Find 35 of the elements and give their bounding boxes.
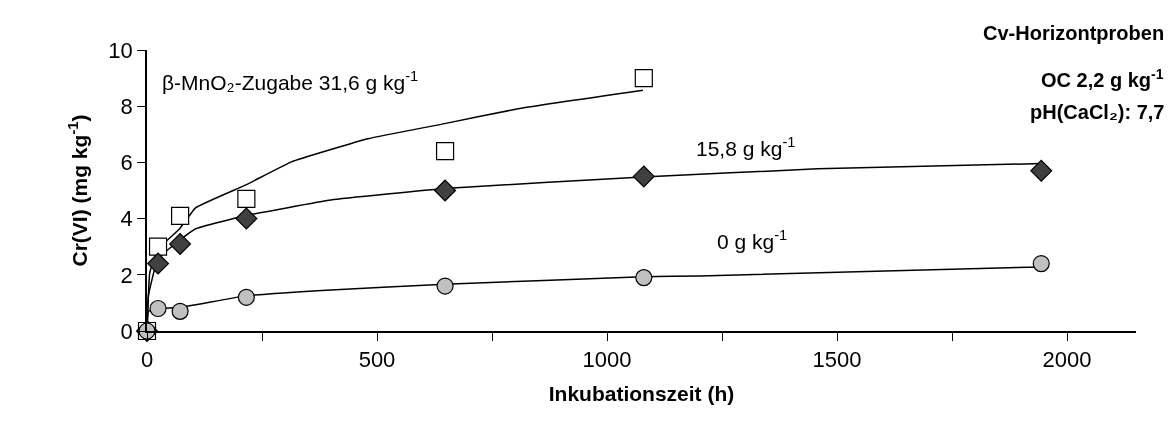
annotation: OC 2,2 g kg$^{-1}$ [1041,66,1164,92]
y-tick-label: 6 [120,150,133,176]
point [235,207,258,230]
x-tick-label: 0 [140,347,154,373]
annotation: β-MnO₂-Zugabe 31,6 g kg$^{-1}$ [162,68,419,94]
y-tick-label: 0 [120,318,133,344]
y-tick-label: 10 [108,37,133,63]
point [237,288,255,306]
point [632,165,655,188]
point [171,206,190,225]
y-tick-label: 8 [120,93,133,119]
point [148,237,168,256]
point [171,302,189,320]
y-tick-label: 4 [120,206,133,232]
x-tick-label: 2000 [1042,347,1092,373]
point [434,179,457,202]
point [436,277,454,295]
annotation: pH(CaCl₂): 7,7 [1030,101,1165,123]
point [435,142,455,161]
point [1030,159,1053,182]
point [149,299,167,318]
x-tick-label: 1500 [812,347,862,373]
point [169,232,192,255]
annotation: 0 g kg$^{-1}$ [717,227,788,253]
x-tick-label: 500 [358,347,396,373]
point [1032,254,1050,273]
x-axis-title: Inkubationszeit (h) [548,381,735,405]
annotation: 15,8 g kg$^{-1}$ [696,134,796,160]
x-tick-label: 1000 [582,347,632,373]
point [634,69,653,88]
text: Cv-Horizontproben [983,22,1165,44]
point [635,269,653,287]
y-tick-label: 2 [120,262,133,288]
point [147,252,170,275]
point [237,189,256,209]
